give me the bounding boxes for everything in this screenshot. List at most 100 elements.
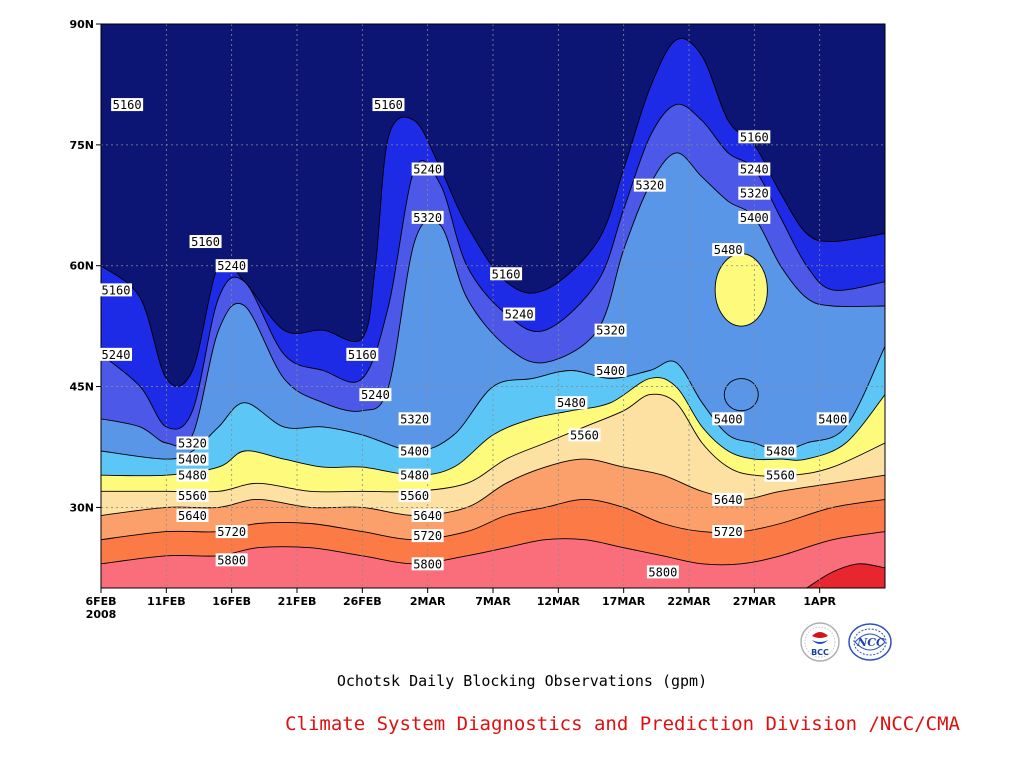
y-tick-label: 30N	[69, 501, 94, 514]
svg-text:5160: 5160	[492, 267, 521, 281]
contour-label: 5240	[738, 162, 771, 177]
svg-text:5160: 5160	[740, 130, 769, 144]
y-tick-label: 75N	[69, 139, 94, 152]
contour-label: 5240	[215, 259, 248, 273]
x-tick-label: 1APR	[803, 595, 836, 608]
x-tick-label: 22MAR	[667, 595, 711, 608]
svg-text:5640: 5640	[178, 509, 207, 523]
contour-label: 5320	[594, 323, 627, 338]
contour-labels: 5160 5160 5240 5160 5240 5160 5240 5320 5160 5240…	[100, 98, 849, 579]
contour-label: 5480	[176, 468, 209, 483]
contour-label: 5480	[712, 243, 745, 257]
contour-label: 5640	[176, 508, 209, 523]
svg-text:5720: 5720	[413, 529, 442, 543]
contour-label: 5400	[738, 210, 771, 225]
svg-text:5400: 5400	[740, 211, 769, 225]
contour-label: 5800	[215, 553, 248, 567]
x-tick-label: 6FEB	[85, 595, 116, 608]
contour-label: 5320	[633, 178, 666, 193]
svg-text:5240: 5240	[505, 308, 534, 322]
contour-label: 5400	[816, 412, 849, 426]
svg-text:5800: 5800	[648, 565, 677, 579]
svg-text:5320: 5320	[178, 436, 207, 450]
svg-text:5400: 5400	[400, 445, 429, 459]
x-tick-label: 21FEB	[278, 595, 317, 608]
y-tick-label: 90N	[69, 18, 94, 31]
contour-label: 5160	[372, 98, 405, 112]
chart-title: Ochotsk Daily Blocking Observations (gpm…	[336, 672, 708, 690]
contour-label: 5480	[764, 444, 797, 459]
svg-text:5720: 5720	[217, 525, 246, 539]
contour-label: 5160	[111, 98, 144, 112]
contour-label: 5560	[176, 488, 209, 503]
contour-label: 5240	[359, 388, 392, 402]
contour-label: 5240	[411, 162, 444, 177]
x-tick-label: 7MAR	[475, 595, 511, 608]
contour-label: 5160	[738, 130, 771, 144]
svg-text:5560: 5560	[570, 428, 599, 442]
svg-text:5240: 5240	[740, 163, 769, 177]
contour-label: 5160	[346, 347, 379, 362]
band-5880	[806, 563, 885, 588]
svg-text:5800: 5800	[217, 553, 246, 567]
svg-text:5240: 5240	[413, 163, 442, 177]
contour-label: 5400	[176, 452, 209, 467]
svg-text:5320: 5320	[740, 187, 769, 201]
contour-label: 5320	[411, 210, 444, 225]
contour-label: 5400	[398, 444, 431, 459]
contour-label: 5240	[100, 347, 132, 362]
contour-5480	[101, 377, 885, 477]
contour-label: 5560	[398, 488, 431, 503]
svg-text:5400: 5400	[818, 412, 847, 426]
svg-text:5720: 5720	[714, 525, 743, 539]
contour-label: 5480	[555, 396, 588, 410]
svg-text:5480: 5480	[400, 469, 429, 483]
contour-label: 5160	[189, 235, 222, 249]
svg-text:5560: 5560	[766, 469, 795, 483]
contour-5880	[806, 563, 885, 588]
ncc-logo: NCC	[847, 622, 893, 662]
svg-text:5160: 5160	[113, 98, 142, 112]
contour-label: 5720	[712, 525, 745, 539]
bcc-logo: BCC	[800, 622, 840, 662]
y-tick-label: 45N	[69, 381, 94, 394]
contour-label: 5560	[568, 428, 601, 442]
svg-text:5320: 5320	[413, 211, 442, 225]
svg-text:5160: 5160	[374, 98, 403, 112]
x-tick-label: 16FEB	[212, 595, 251, 608]
svg-text:5400: 5400	[596, 364, 625, 378]
svg-text:5560: 5560	[400, 489, 429, 503]
svg-text:5640: 5640	[714, 493, 743, 507]
svg-text:5320: 5320	[635, 179, 664, 193]
contour-label: 5560	[764, 468, 797, 483]
x-tick-label: 17MAR	[602, 595, 646, 608]
svg-text:5480: 5480	[714, 243, 743, 257]
svg-text:5480: 5480	[766, 445, 795, 459]
closed-contour-5480-high	[714, 253, 768, 327]
closed-contours	[714, 253, 768, 412]
x-tick-label: 2MAR	[410, 595, 446, 608]
svg-text:5240: 5240	[217, 259, 246, 273]
contour-label: 5640	[712, 492, 745, 507]
svg-text:5400: 5400	[714, 412, 743, 426]
bcc-logo-text: BCC	[811, 648, 829, 657]
svg-text:5160: 5160	[102, 283, 131, 297]
contour-label: 5640	[411, 508, 444, 523]
x-tick-label: 11FEB	[147, 595, 186, 608]
contour-label: 5480	[398, 468, 431, 483]
contour-5800	[101, 531, 885, 566]
contour-label: 5240	[503, 307, 536, 322]
x-tick-year: 2008	[86, 608, 117, 621]
contour-label: 5160	[490, 267, 523, 281]
contour-label: 5400	[712, 412, 745, 426]
x-tick-label: 26FEB	[343, 595, 382, 608]
svg-text:5320: 5320	[400, 412, 429, 426]
svg-text:5240: 5240	[361, 388, 390, 402]
svg-text:5480: 5480	[178, 469, 207, 483]
y-tick-label: 60N	[69, 260, 94, 273]
svg-text:5240: 5240	[102, 348, 131, 362]
contour-label: 5160	[100, 283, 132, 297]
closed-contour-5400-low	[723, 378, 759, 412]
